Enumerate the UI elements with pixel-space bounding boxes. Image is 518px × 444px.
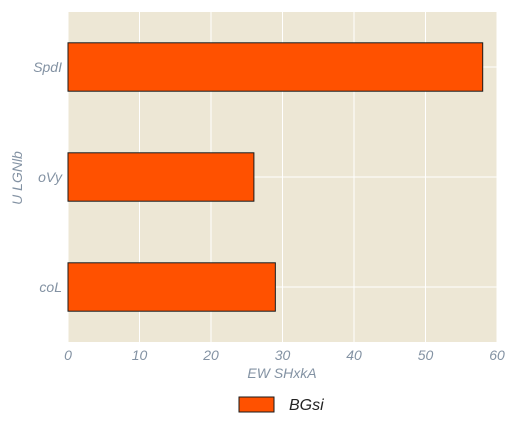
legend-label: BGsi	[289, 397, 324, 414]
x-tick-label: 50	[418, 347, 434, 363]
bar-SpdI	[67, 42, 484, 92]
x-tick-label: 40	[346, 347, 362, 363]
y-tick-labels: SpdI oVy coL	[33, 59, 63, 295]
x-tick-label: 20	[202, 347, 219, 363]
x-tick-labels: 0 10 20 30 40 50 60	[64, 347, 505, 363]
x-axis-label: EW SHxkA	[247, 365, 316, 381]
bar-coL	[67, 262, 276, 312]
legend: BGsi	[238, 396, 324, 414]
y-tick-label: oVy	[38, 169, 63, 185]
y-tick-label: SpdI	[33, 59, 62, 75]
x-tick-label: 10	[132, 347, 148, 363]
bars	[67, 42, 484, 312]
legend-swatch	[238, 396, 275, 413]
x-tick-label: 30	[275, 347, 291, 363]
x-tick-label: 60	[489, 347, 505, 363]
y-axis-label: U LGNlb	[9, 151, 25, 205]
x-tick-label: 0	[64, 347, 72, 363]
y-tick-label: coL	[39, 279, 62, 295]
bar-oVy	[67, 152, 255, 202]
